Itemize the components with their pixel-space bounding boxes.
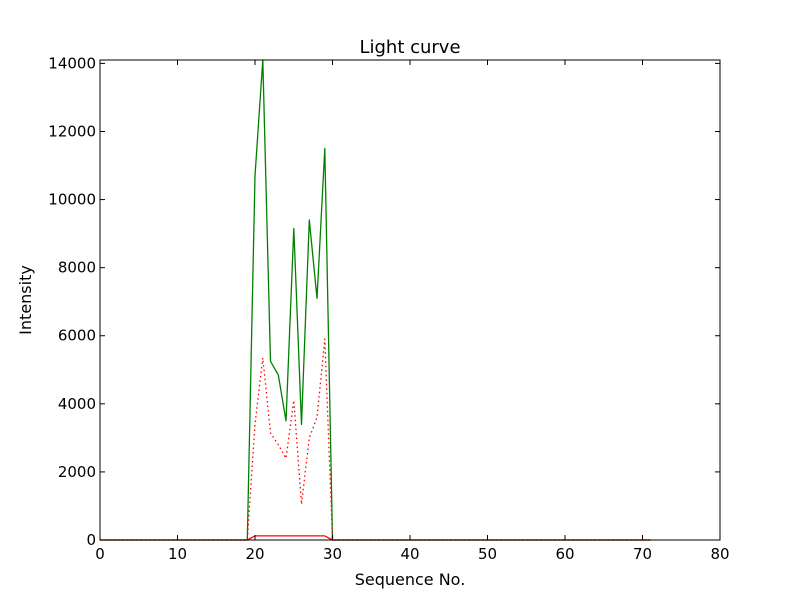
y-tick-label: 2000 (58, 463, 96, 481)
y-axis: 0 2000 4000 6000 8000 10000 12000 14000 (48, 54, 720, 549)
y-tick-label: 0 (86, 531, 96, 549)
y-tick-label: 10000 (48, 191, 96, 209)
x-tick-label: 20 (245, 545, 264, 563)
x-tick-label: 50 (478, 545, 497, 563)
series-group (100, 59, 651, 541)
x-tick-label: 30 (323, 545, 342, 563)
y-axis-label: Intensity (16, 265, 35, 335)
plot-frame (99, 59, 721, 541)
x-tick-label: 80 (710, 545, 729, 563)
x-tick-label: 60 (555, 545, 574, 563)
chart-title: Light curve (359, 37, 460, 58)
y-tick-label: 12000 (48, 122, 96, 140)
x-tick-label: 10 (168, 545, 187, 563)
x-tick-label: 0 (95, 545, 105, 563)
x-axis-label: Sequence No. (355, 570, 466, 589)
x-axis: 0 10 20 30 40 50 60 70 80 (95, 60, 730, 563)
y-tick-label: 8000 (58, 259, 96, 277)
x-tick-label: 40 (400, 545, 419, 563)
series-line-3 (100, 535, 651, 541)
series-line-2 (100, 338, 651, 541)
series-line-1 (100, 59, 651, 541)
y-tick-label: 14000 (48, 54, 96, 72)
y-tick-label: 4000 (58, 395, 96, 413)
y-tick-label: 6000 (58, 327, 96, 345)
x-tick-label: 70 (633, 545, 652, 563)
